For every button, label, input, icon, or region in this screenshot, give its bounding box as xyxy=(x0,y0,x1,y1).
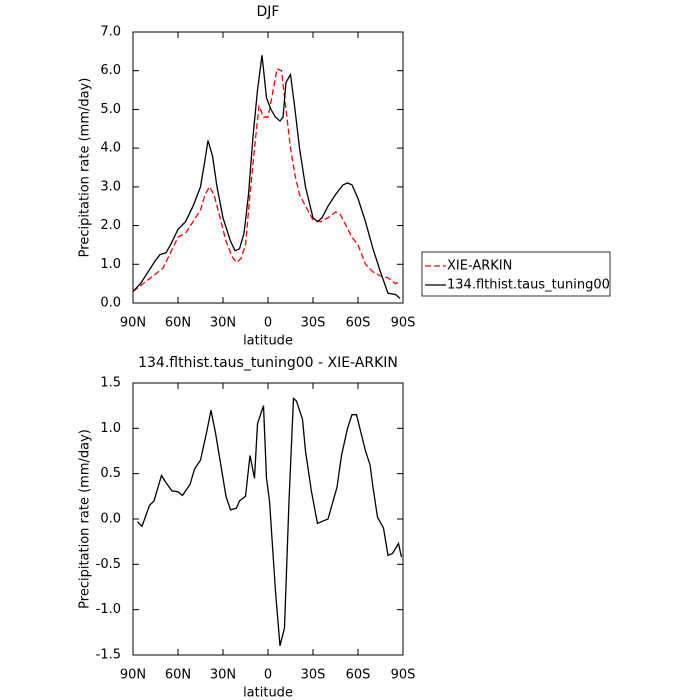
y-tick-label: 1.0 xyxy=(100,257,121,272)
x-tick-label: 60S xyxy=(346,316,371,331)
y-tick-label: 5.0 xyxy=(100,102,121,117)
x-tick-label: 0 xyxy=(264,668,272,683)
y-tick-label: 0.0 xyxy=(100,296,121,311)
y-axis-label: Precipitation rate (mm/day) xyxy=(78,78,93,258)
y-tick-label: 4.0 xyxy=(100,141,121,156)
x-tick-label: 30S xyxy=(301,316,326,331)
y-tick-label: -1.5 xyxy=(96,648,121,663)
x-tick-label: 60N xyxy=(165,316,191,331)
x-tick-label: 30N xyxy=(210,668,236,683)
y-tick-label: 6.0 xyxy=(100,63,121,78)
x-tick-label: 60S xyxy=(346,668,371,683)
y-tick-label: -0.5 xyxy=(96,557,121,572)
y-tick-label: 0.0 xyxy=(100,512,121,527)
x-tick-label: 0 xyxy=(264,316,272,331)
x-tick-label: 90N xyxy=(120,316,146,331)
y-tick-label: 1.5 xyxy=(100,376,121,391)
x-tick-label: 30N xyxy=(210,316,236,331)
x-tick-label: 90N xyxy=(120,668,146,683)
data-line xyxy=(132,55,401,299)
x-tick-label: 90S xyxy=(391,316,416,331)
y-tick-label: 1.0 xyxy=(100,421,121,436)
y-tick-label: 7.0 xyxy=(100,25,121,40)
y-tick-label: 0.5 xyxy=(100,466,121,481)
x-axis-label: latitude xyxy=(243,334,293,349)
chart-title: 134.flthist.taus_tuning00 - XIE-ARKIN xyxy=(138,355,398,371)
y-tick-label: -1.0 xyxy=(96,602,121,617)
legend-label: 134.flthist.taus_tuning00 xyxy=(447,278,610,293)
y-tick-label: 3.0 xyxy=(100,179,121,194)
legend-label: XIE-ARKIN xyxy=(447,259,512,274)
plot-frame xyxy=(132,382,404,656)
data-line xyxy=(137,396,403,647)
y-axis-label: Precipitation rate (mm/day) xyxy=(78,429,93,609)
plot-frame xyxy=(132,31,404,304)
x-tick-label: 60N xyxy=(165,668,191,683)
x-tick-label: 30S xyxy=(301,668,326,683)
x-tick-label: 90S xyxy=(391,668,416,683)
legend-box xyxy=(421,251,611,297)
data-line xyxy=(132,67,401,292)
x-axis-label: latitude xyxy=(243,686,293,700)
chart-title: DJF xyxy=(257,4,280,20)
y-tick-label: 2.0 xyxy=(100,218,121,233)
